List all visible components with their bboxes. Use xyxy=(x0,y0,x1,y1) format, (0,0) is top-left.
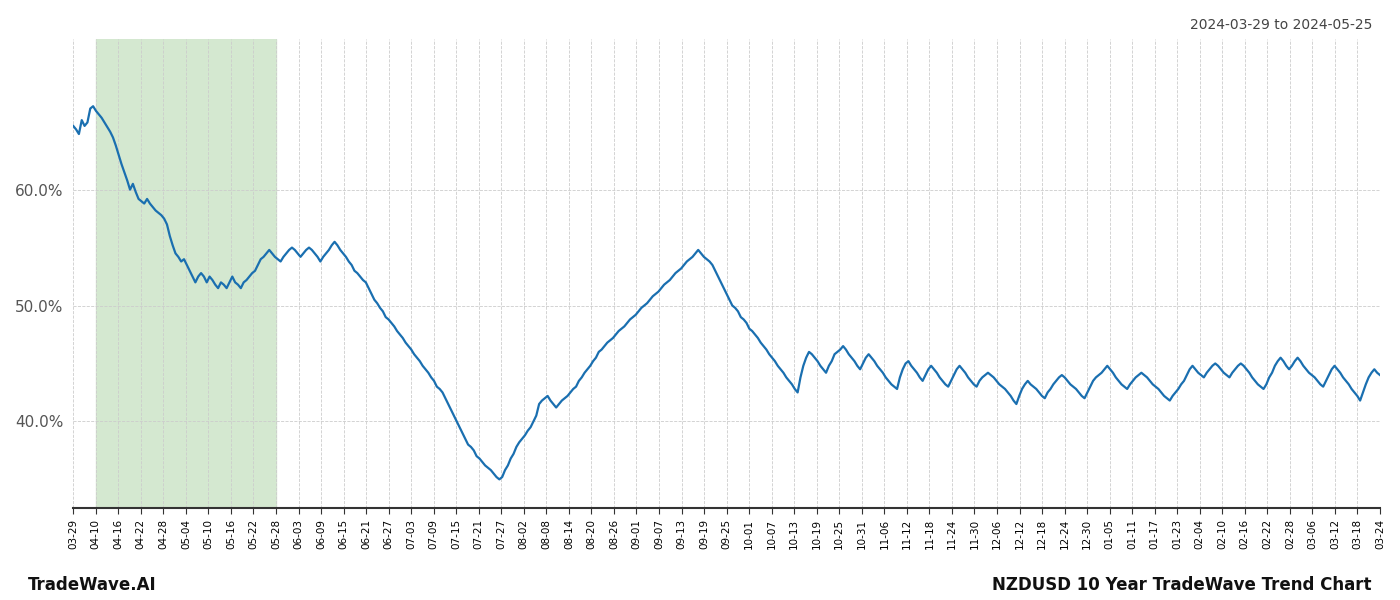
Bar xyxy=(95,39,276,508)
Text: NZDUSD 10 Year TradeWave Trend Chart: NZDUSD 10 Year TradeWave Trend Chart xyxy=(993,576,1372,594)
Text: TradeWave.AI: TradeWave.AI xyxy=(28,576,157,594)
Text: 2024-03-29 to 2024-05-25: 2024-03-29 to 2024-05-25 xyxy=(1190,18,1372,32)
